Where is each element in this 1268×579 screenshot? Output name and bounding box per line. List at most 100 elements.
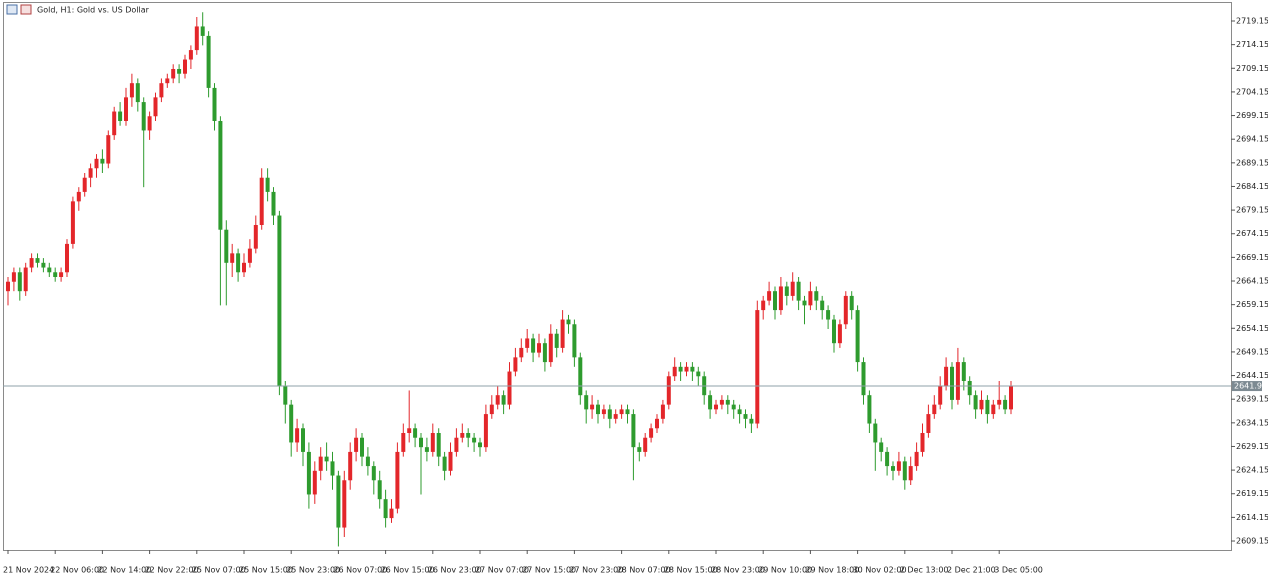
candle-body xyxy=(932,404,937,415)
y-tick-label: 2659.15 xyxy=(1236,300,1268,309)
candle-body xyxy=(41,262,46,268)
candle-body xyxy=(961,362,966,381)
candle-body xyxy=(513,357,518,372)
candle-body xyxy=(419,437,423,448)
candle-body xyxy=(885,451,890,467)
candle-body xyxy=(696,371,701,377)
candle-body xyxy=(489,404,494,415)
candle-body xyxy=(23,267,28,292)
candle-body xyxy=(708,395,713,410)
x-tick-label: 27 Nov 07:00 xyxy=(475,566,529,575)
candle-body xyxy=(330,461,335,476)
x-tick-label: 25 Nov 07:00 xyxy=(192,566,246,575)
y-tick-label: 2619.15 xyxy=(1236,489,1268,498)
candle-body xyxy=(1003,399,1008,410)
candle-body xyxy=(94,158,99,169)
candle-body xyxy=(737,409,742,415)
candle-body xyxy=(218,120,223,230)
candle-body xyxy=(566,319,571,325)
x-tick-label: 22 Nov 06:00 xyxy=(50,566,104,575)
candle-body xyxy=(472,437,477,443)
candle-body xyxy=(106,135,111,164)
candle-body xyxy=(407,428,412,433)
y-tick-label: 2649.15 xyxy=(1236,347,1268,356)
y-tick-label: 2644.15 xyxy=(1236,371,1268,380)
candle-body xyxy=(141,102,146,131)
candle-body xyxy=(643,437,648,452)
candle-body xyxy=(896,461,901,471)
candle-body xyxy=(236,253,241,273)
candle-body xyxy=(124,97,128,121)
candle-body xyxy=(749,418,754,424)
candle-body xyxy=(997,399,1002,405)
candle-body xyxy=(873,423,878,443)
candle-body xyxy=(118,111,123,121)
y-tick-label: 2709.15 xyxy=(1236,64,1268,73)
candle-body xyxy=(660,404,665,419)
candle-body xyxy=(360,437,364,457)
candle-body xyxy=(17,272,22,292)
y-tick-label: 2704.15 xyxy=(1236,87,1268,96)
candle-body xyxy=(301,428,305,452)
candle-body xyxy=(719,399,724,405)
candle-body xyxy=(902,461,907,481)
candle-body xyxy=(601,409,606,415)
candle-body xyxy=(206,35,211,88)
candle-body xyxy=(289,404,294,443)
candle-body xyxy=(76,191,81,202)
candle-body xyxy=(861,362,866,396)
x-tick-label: 27 Nov 23:00 xyxy=(569,566,623,575)
candle-body xyxy=(200,26,205,36)
candle-body xyxy=(401,432,406,452)
candle-body xyxy=(70,201,75,244)
candle-body xyxy=(324,456,329,462)
candle-body xyxy=(283,385,288,405)
candle-body xyxy=(619,409,624,415)
candle-body xyxy=(790,281,795,296)
candle-body xyxy=(855,310,860,363)
x-tick-label: 30 Nov 02:00 xyxy=(853,566,907,575)
candle-body xyxy=(908,466,913,481)
y-tick-label: 2684.15 xyxy=(1236,182,1268,191)
candle-body xyxy=(672,366,677,377)
candle-body xyxy=(837,324,842,344)
x-tick-label: 25 Nov 23:00 xyxy=(286,566,340,575)
candle-body xyxy=(531,338,536,353)
x-tick-label: 28 Nov 07:00 xyxy=(617,566,671,575)
y-tick-label: 2639.15 xyxy=(1236,395,1268,404)
candle-body xyxy=(265,177,270,192)
x-tick-label: 22 Nov 14:00 xyxy=(97,566,151,575)
candle-body xyxy=(371,466,376,481)
x-tick-label: 29 Nov 10:00 xyxy=(758,566,812,575)
candle-body xyxy=(177,68,182,74)
y-tick-label: 2689.15 xyxy=(1236,158,1268,167)
candle-body xyxy=(436,432,441,457)
candle-body xyxy=(666,376,671,405)
candle-body xyxy=(537,343,541,353)
y-tick-label: 2669.15 xyxy=(1236,253,1268,262)
x-tick-label: 26 Nov 15:00 xyxy=(381,566,435,575)
y-tick-label: 2674.15 xyxy=(1236,229,1268,238)
candle-body xyxy=(448,451,453,471)
x-tick-label: 2 Dec 13:00 xyxy=(900,566,949,575)
candle-body xyxy=(259,177,264,225)
candle-body xyxy=(430,432,435,452)
candle-body xyxy=(778,286,783,311)
y-tick-label: 2624.15 xyxy=(1236,466,1268,475)
candle-body xyxy=(29,258,34,268)
candle-body xyxy=(725,399,730,405)
y-tick-label: 2719.15 xyxy=(1236,17,1268,26)
candle-body xyxy=(843,295,848,325)
candle-body xyxy=(525,338,530,348)
last-price-label: 2641.93 xyxy=(1234,382,1267,391)
candle-body xyxy=(554,333,559,348)
x-tick-label: 2 Dec 21:00 xyxy=(947,566,996,575)
candle-body xyxy=(82,177,87,192)
candle-body xyxy=(796,281,801,301)
candle-body xyxy=(183,59,187,74)
candle-body xyxy=(277,215,282,386)
candle-body xyxy=(920,432,925,452)
candle-body xyxy=(478,442,482,448)
